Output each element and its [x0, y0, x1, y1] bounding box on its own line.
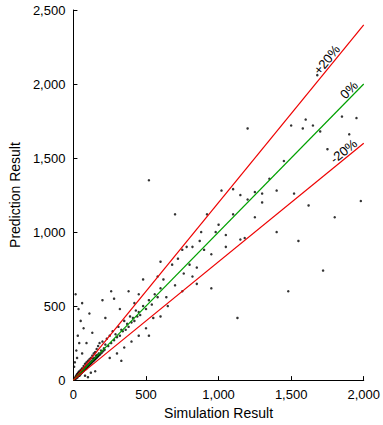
svg-text:500: 500 — [44, 299, 66, 314]
svg-text:-20%: -20% — [327, 136, 360, 167]
svg-text:1,000: 1,000 — [33, 225, 66, 240]
svg-text:500: 500 — [135, 387, 157, 402]
svg-text:0: 0 — [70, 387, 77, 402]
svg-text:1,500: 1,500 — [275, 387, 308, 402]
svg-text:Prediction Result: Prediction Result — [7, 142, 23, 248]
svg-text:1,000: 1,000 — [202, 387, 235, 402]
svg-text:2,000: 2,000 — [347, 387, 380, 402]
svg-text:Simulation Result: Simulation Result — [164, 405, 273, 421]
svg-text:+20%: +20% — [310, 42, 343, 78]
svg-text:1,500: 1,500 — [33, 151, 66, 166]
svg-text:2,000: 2,000 — [33, 77, 66, 92]
svg-text:0: 0 — [58, 373, 65, 388]
svg-text:0%: 0% — [337, 78, 361, 102]
svg-text:2,500: 2,500 — [33, 3, 66, 18]
